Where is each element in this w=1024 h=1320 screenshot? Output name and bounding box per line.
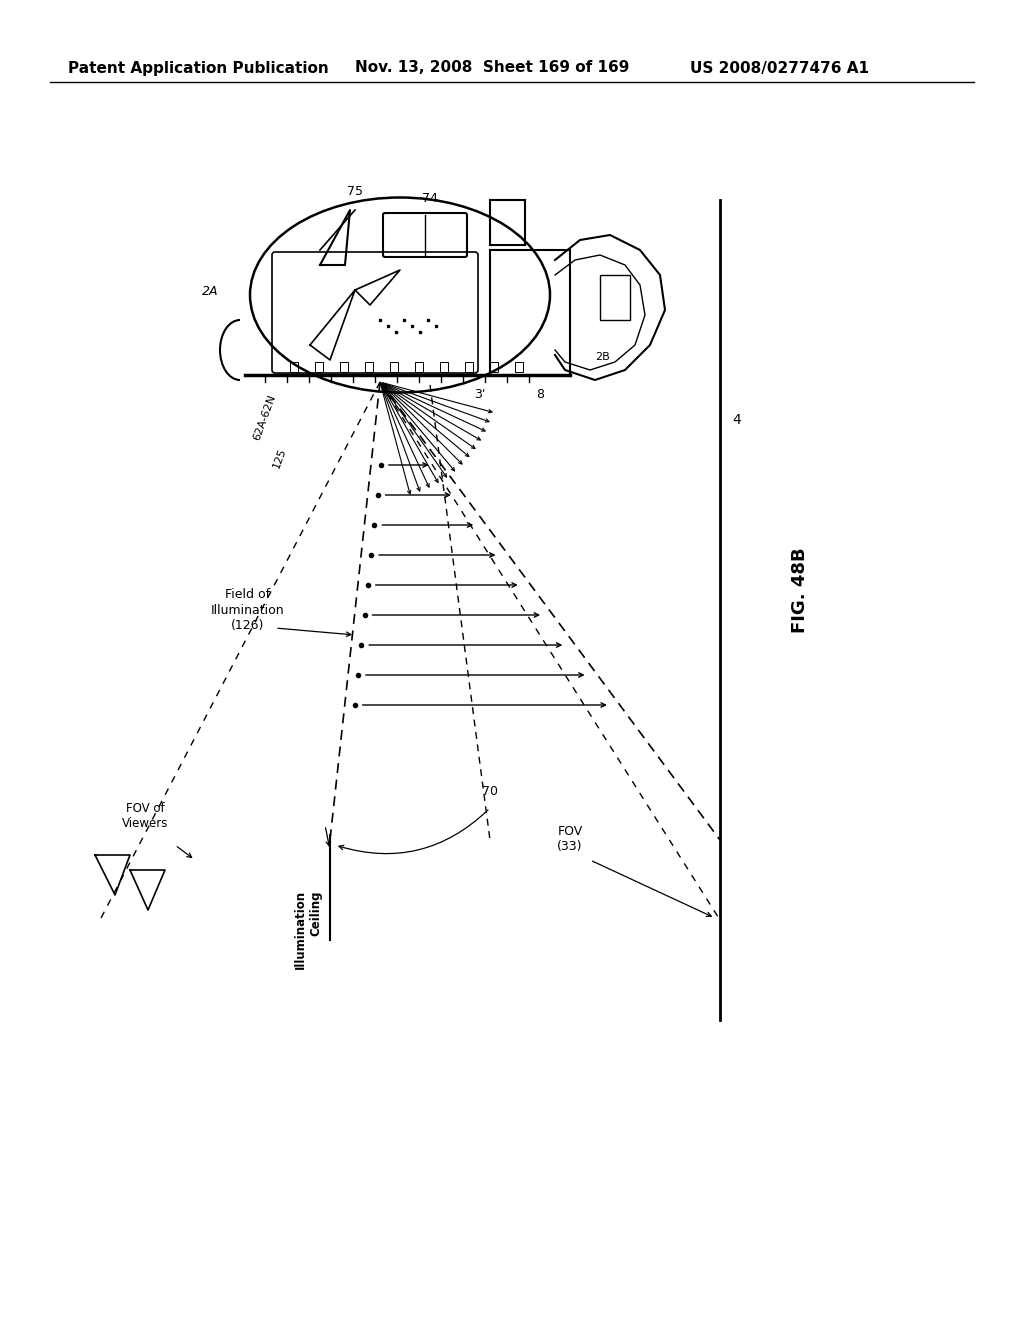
Bar: [465, 362, 473, 372]
Text: 62A-62N: 62A-62N: [252, 393, 278, 442]
Bar: [390, 362, 398, 372]
Text: 8: 8: [536, 388, 544, 401]
Bar: [600, 275, 630, 319]
Bar: [440, 362, 449, 372]
Text: Patent Application Publication: Patent Application Publication: [68, 61, 329, 75]
Text: 4: 4: [732, 413, 740, 426]
Text: 74: 74: [422, 191, 438, 205]
Text: Illumination
Ceiling: Illumination Ceiling: [294, 890, 322, 969]
Bar: [515, 362, 523, 372]
Bar: [490, 362, 498, 372]
Text: Nov. 13, 2008  Sheet 169 of 169: Nov. 13, 2008 Sheet 169 of 169: [355, 61, 630, 75]
Bar: [415, 362, 423, 372]
Text: FOV of
Viewers: FOV of Viewers: [122, 803, 168, 830]
Text: 2B: 2B: [595, 352, 609, 362]
Bar: [365, 362, 373, 372]
Bar: [290, 362, 298, 372]
Text: FIG. 48B: FIG. 48B: [791, 548, 809, 632]
Text: 125: 125: [271, 446, 288, 470]
Text: 70: 70: [482, 785, 498, 799]
Text: US 2008/0277476 A1: US 2008/0277476 A1: [690, 61, 869, 75]
Bar: [340, 362, 348, 372]
Text: 3': 3': [474, 388, 485, 401]
Text: Field of
Illumination
(126): Field of Illumination (126): [211, 589, 285, 631]
Text: FOV
(33): FOV (33): [557, 825, 583, 853]
Text: 2A: 2A: [202, 285, 218, 298]
Text: 75: 75: [347, 185, 362, 198]
Bar: [315, 362, 323, 372]
